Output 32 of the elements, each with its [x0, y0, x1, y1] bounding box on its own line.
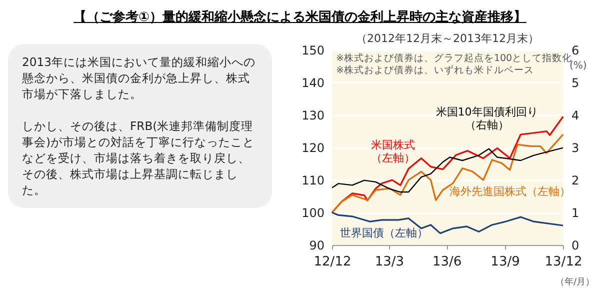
y-tick-label: 90: [309, 238, 324, 252]
chart-subtitle: （2012年12月末～2013年12月末）: [356, 32, 539, 45]
y2-tick-label: 2: [572, 174, 580, 188]
y-tick-label: 110: [302, 174, 324, 188]
text: 米国10年国債利回り（右軸）: [436, 105, 538, 132]
x-axis-title: （年/月）: [555, 276, 594, 288]
y-tick-label: 120: [302, 141, 324, 155]
x-tick-label: 13/6: [432, 254, 462, 270]
chart-title: 【（ご参考①）量的緩和縮小懸念による米国債の金利上昇時の主な資産推移】: [73, 10, 526, 25]
line-series: [331, 134, 564, 214]
annotation: ※株式および債券は、グラフ起点を100として指数化: [336, 53, 572, 64]
y2-tick-label: 3: [572, 141, 580, 155]
y2-axis-title: (%): [570, 60, 587, 72]
y2-tick-label: 4: [572, 108, 580, 122]
y2-tick-label: 6: [572, 44, 580, 58]
x-tick-label: 13/12: [544, 254, 582, 270]
y2-tick-label: 1: [572, 206, 580, 220]
series-label: 世界国債（左軸）: [340, 226, 428, 240]
text: しかし、その後は、FRB(米連邦準備制度理事会)が市場との対話を丁寧に行なったことなどを受け、市場は落ち着きを取り戻し、その後、株式市場は上昇基調に転じました。: [22, 118, 256, 198]
y-tick-label: 150: [302, 44, 324, 58]
y2-tick-label: 5: [572, 76, 580, 90]
y-tick-label: 140: [302, 76, 324, 90]
text: 2013年には米国において量的緩和縮小への懸念から、米国債の金利が急上昇し、株式市場が下落しました。: [22, 54, 257, 102]
series-label: 海外先進国株式（左軸）: [449, 184, 570, 198]
x-tick-label: 13/9: [490, 254, 520, 270]
series-label: 米国株式（左軸）: [370, 138, 415, 165]
x-tick-label: 13/3: [374, 254, 404, 270]
y-tick-label: 100: [302, 206, 324, 220]
y2-tick-label: 0: [572, 238, 580, 252]
x-tick-label: 12/12: [314, 254, 352, 270]
annotation: ※株式および債券は、いずれも米ドルベース: [336, 65, 534, 76]
y-tick-label: 130: [302, 108, 324, 122]
